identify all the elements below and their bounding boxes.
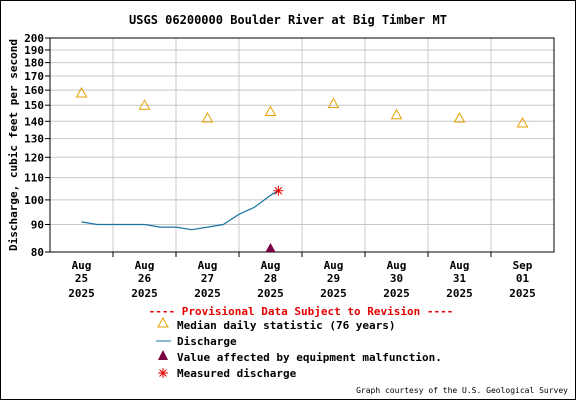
x-tick-year: 2025 (131, 287, 158, 300)
x-tick-day: 27 (201, 272, 214, 285)
legend-label-median: Median daily statistic (76 years) (177, 319, 396, 332)
data-series (75, 87, 529, 252)
y-tick-label: 200 (24, 32, 44, 45)
x-tick-year: 2025 (320, 287, 347, 300)
median-marker (201, 111, 214, 123)
measured-marker-stroke (274, 186, 283, 195)
median-marker (390, 108, 403, 120)
asterisk-icon (158, 368, 168, 378)
legend-label-malfunction: Value affected by equipment malfunction. (177, 351, 442, 364)
x-tick-year: 2025 (257, 287, 284, 300)
x-tick-day: 30 (390, 272, 403, 285)
median-marker (264, 105, 277, 117)
median-marker (138, 99, 151, 110)
x-tick-day: 31 (453, 272, 467, 285)
x-tick-year: 2025 (68, 287, 95, 300)
triangle-open-icon (157, 316, 169, 328)
legend-label-discharge: Discharge (177, 335, 237, 348)
y-axis-label: Discharge, cubic feet per second (7, 39, 20, 251)
x-tick-year: 2025 (383, 287, 410, 300)
x-tick-day: 25 (75, 272, 88, 285)
triangle-filled-icon (158, 350, 168, 360)
x-tick-day: 26 (138, 272, 152, 285)
measured-marker (273, 185, 284, 196)
credit-text: Graph courtesy of the U.S. Geological Su… (356, 386, 568, 395)
provisional-notice: ---- Provisional Data Subject to Revisio… (149, 305, 454, 318)
x-tick-day: 28 (264, 272, 277, 285)
y-tick-label: 130 (24, 133, 44, 146)
y-tick-label: 120 (24, 151, 44, 164)
x-tick-day: 01 (516, 272, 530, 285)
y-tick-label: 180 (24, 57, 44, 70)
median-marker (453, 111, 466, 123)
x-tick-month: Aug (387, 259, 407, 272)
plot-area-border (49, 37, 555, 253)
grid-lines (50, 38, 554, 252)
malfunction-marker (265, 243, 276, 252)
x-tick-year: 2025 (446, 287, 473, 300)
y-tick-label: 150 (24, 99, 44, 112)
x-tick-month: Aug (72, 259, 92, 272)
x-tick-year: 2025 (509, 287, 536, 300)
y-tick-label: 170 (24, 70, 44, 83)
median-marker (75, 87, 88, 98)
y-tick-label: 110 (24, 172, 44, 185)
chart-title: USGS 06200000 Boulder River at Big Timbe… (129, 13, 447, 27)
y-tick-label: 160 (24, 84, 44, 97)
y-tick-label: 190 (24, 44, 44, 57)
y-tick-label: 100 (24, 194, 44, 207)
x-tick-day: 29 (327, 272, 340, 285)
x-tick-year: 2025 (194, 287, 221, 300)
legend: Median daily statistic (76 years) Discha… (156, 316, 442, 380)
x-tick-month: Aug (324, 259, 344, 272)
x-axis-ticks: Aug252025Aug262025Aug272025Aug282025Aug2… (68, 252, 536, 300)
x-tick-month: Aug (198, 259, 218, 272)
x-tick-month: Sep (513, 259, 533, 272)
median-marker (516, 116, 529, 128)
median-marker (327, 97, 340, 109)
discharge-line (81, 190, 279, 231)
x-tick-month: Aug (450, 259, 470, 272)
x-tick-month: Aug (261, 259, 281, 272)
y-tick-label: 140 (24, 115, 44, 128)
legend-label-measured: Measured discharge (177, 367, 297, 380)
x-tick-month: Aug (135, 259, 155, 272)
y-tick-label: 90 (31, 218, 44, 231)
y-tick-label: 80 (31, 246, 44, 259)
